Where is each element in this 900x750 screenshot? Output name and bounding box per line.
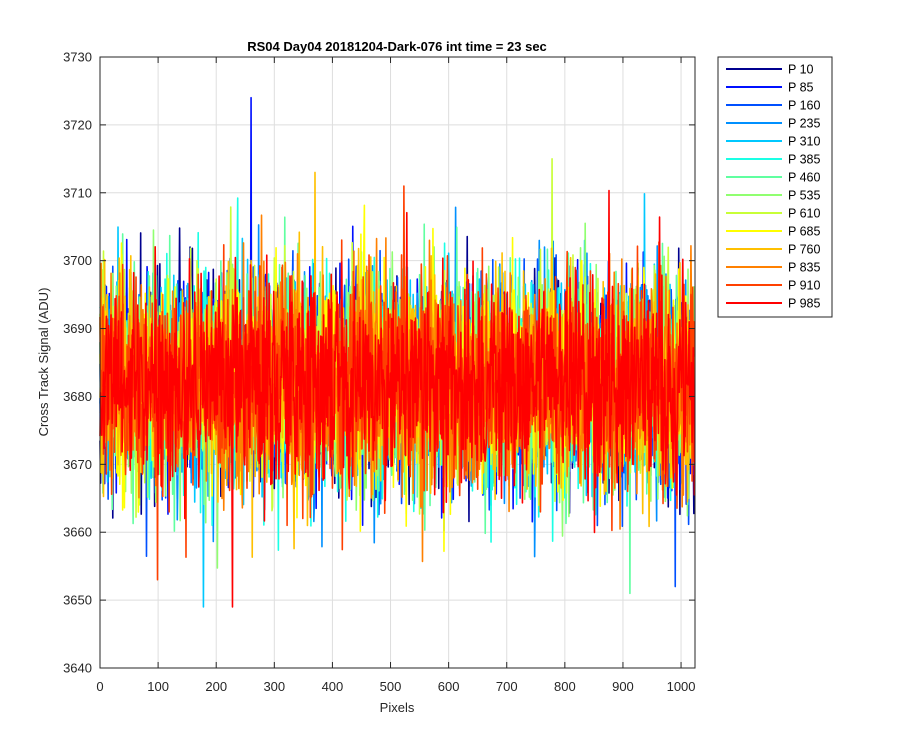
y-tick-label: 3680 <box>63 389 92 404</box>
series-lines <box>99 96 696 608</box>
legend-label: P 10 <box>788 63 814 77</box>
y-tick-label: 3710 <box>63 185 92 200</box>
y-tick-label: 3640 <box>63 661 92 676</box>
y-tick-label: 3650 <box>63 593 92 608</box>
legend-box <box>717 56 833 318</box>
x-tick-label: 900 <box>612 679 634 694</box>
legend: P 10 P 85 P 160 P 235 P 310 P 385 P 460 P 535 P … <box>717 56 833 318</box>
series-line-p-985 <box>99 189 696 608</box>
x-tick-label: 200 <box>205 679 227 694</box>
legend-label: P 685 <box>788 225 820 239</box>
x-tick-labels: 0 100 200 300 400 500 600 700 800 900 1000 <box>96 679 695 694</box>
legend-label: P 235 <box>788 117 820 131</box>
legend-label: P 610 <box>788 207 820 221</box>
y-axis-label: Cross Track Signal (ADU) <box>36 288 51 437</box>
legend-label: P 835 <box>788 261 820 275</box>
legend-label: P 385 <box>788 153 820 167</box>
x-tick-label: 600 <box>438 679 460 694</box>
legend-label: P 910 <box>788 279 820 293</box>
x-tick-label: 300 <box>263 679 285 694</box>
x-tick-label: 400 <box>322 679 344 694</box>
x-tick-label: 1000 <box>667 679 696 694</box>
x-tick-label: 500 <box>380 679 402 694</box>
legend-label: P 160 <box>788 99 820 113</box>
axes-box <box>99 56 696 669</box>
legend-label: P 535 <box>788 189 820 203</box>
legend-label: P 310 <box>788 135 820 149</box>
y-tick-label: 3660 <box>63 525 92 540</box>
legend-label: P 760 <box>788 243 820 257</box>
x-tick-label: 800 <box>554 679 576 694</box>
legend-label: P 85 <box>788 81 814 95</box>
x-axis-label: Pixels <box>380 700 415 715</box>
legend-label: P 460 <box>788 171 820 185</box>
x-tick-label: 700 <box>496 679 518 694</box>
legend-label: P 985 <box>788 297 820 311</box>
y-tick-label: 3690 <box>63 321 92 336</box>
y-tick-label: 3700 <box>63 253 92 268</box>
y-tick-label: 3670 <box>63 457 92 472</box>
x-tick-label: 100 <box>147 679 169 694</box>
y-tick-label: 3730 <box>63 50 92 65</box>
y-tick-labels: 3640 3650 3660 3670 3680 3690 3700 3710 3720 3730 <box>63 50 92 676</box>
y-tick-label: 3720 <box>63 117 92 132</box>
x-tick-label: 0 <box>96 679 103 694</box>
chart-title: RS04 Day04 20181204-Dark-076 int time = … <box>247 39 547 54</box>
axes <box>99 56 696 669</box>
